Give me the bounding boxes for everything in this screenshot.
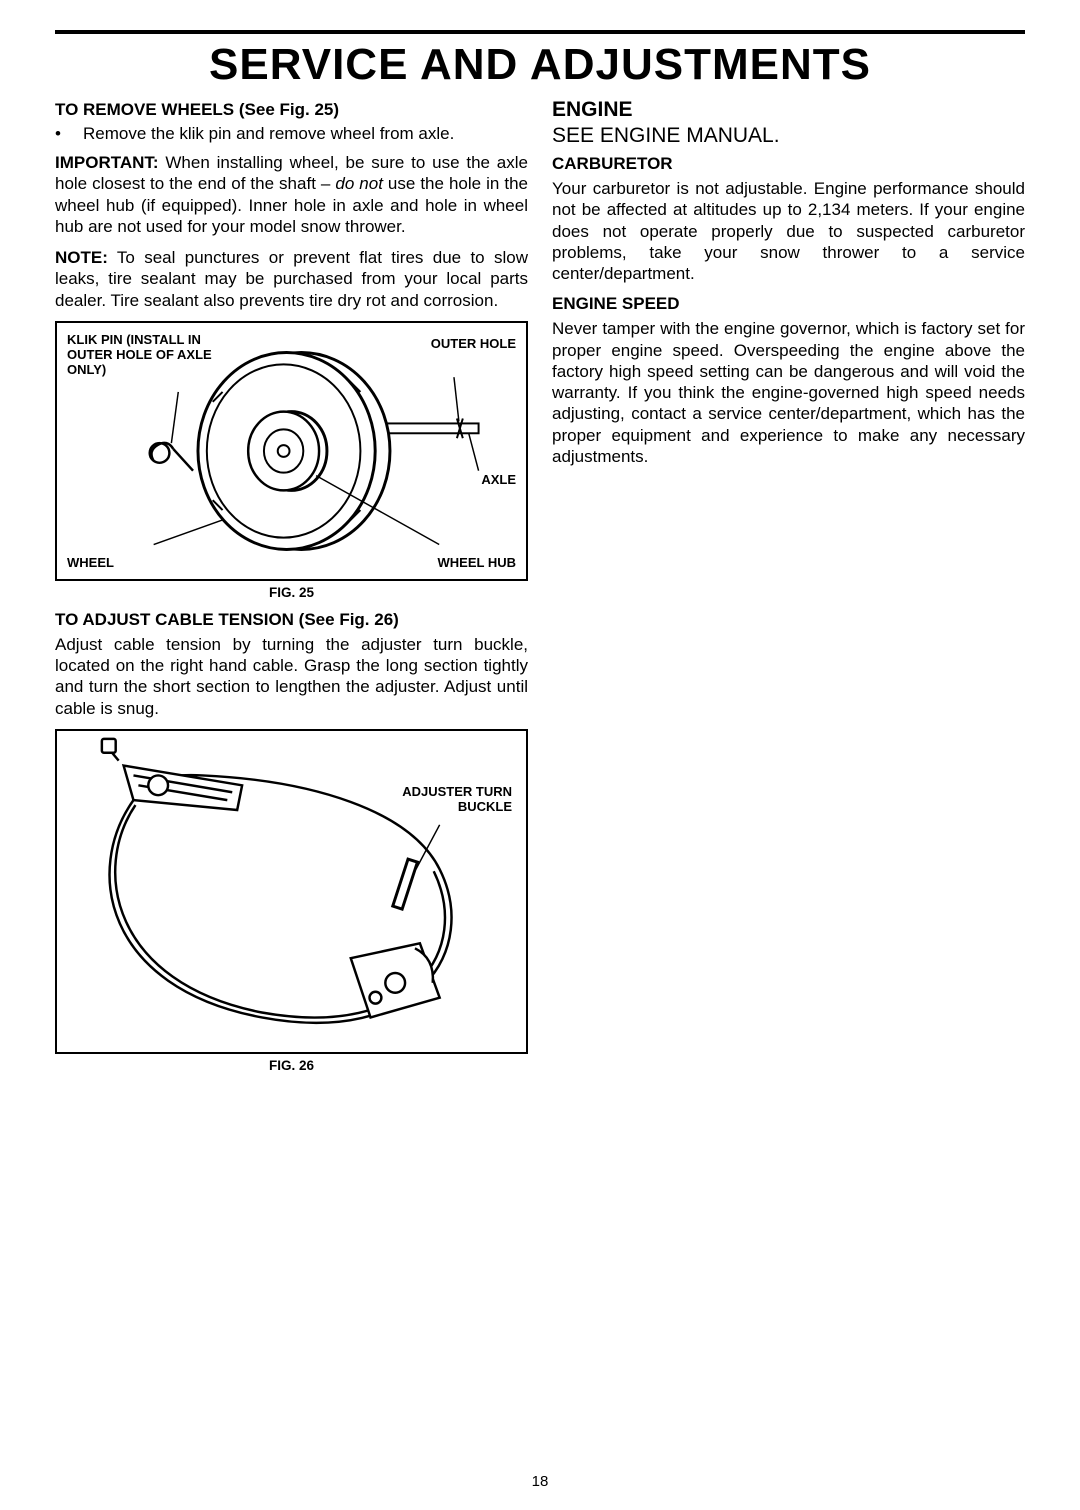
callout-outer-hole: OUTER HOLE	[431, 337, 516, 352]
top-rule	[55, 30, 1025, 34]
figure-25: KLIK PIN (INSTALL IN OUTER HOLE OF AXLE …	[55, 321, 528, 581]
important-paragraph: IMPORTANT: When installing wheel, be sur…	[55, 152, 528, 237]
note-text: To seal punctures or prevent flat tires …	[55, 248, 528, 310]
carburetor-text: Your carburetor is not adjustable. Engin…	[552, 178, 1025, 284]
figure-26: ADJUSTER TURN BUCKLE	[55, 729, 528, 1054]
page-title: SERVICE AND ADJUSTMENTS	[55, 40, 1025, 90]
engine-heading: ENGINE	[552, 98, 1025, 122]
remove-wheels-bullet: • Remove the klik pin and remove wheel f…	[55, 124, 528, 144]
engine-speed-heading: ENGINE SPEED	[552, 294, 1025, 314]
callout-wheel: WHEEL	[67, 556, 114, 571]
bullet-icon: •	[55, 124, 83, 144]
fig25-caption: FIG. 25	[55, 585, 528, 600]
cable-tension-heading: TO ADJUST CABLE TENSION (See Fig. 26)	[55, 610, 528, 630]
cable-tension-text: Adjust cable tension by turning the adju…	[55, 634, 528, 719]
figure-26-svg	[57, 731, 526, 1052]
note-paragraph: NOTE: To seal punctures or prevent flat …	[55, 247, 528, 311]
important-label: IMPORTANT:	[55, 153, 159, 172]
callout-klik-pin: KLIK PIN (INSTALL IN OUTER HOLE OF AXLE …	[67, 333, 227, 378]
left-column: TO REMOVE WHEELS (See Fig. 25) • Remove …	[55, 98, 528, 1083]
carburetor-heading: CARBURETOR	[552, 154, 1025, 174]
engine-speed-text: Never tamper with the engine governor, w…	[552, 318, 1025, 467]
page-number: 18	[55, 1473, 1025, 1490]
callout-wheel-hub: WHEEL HUB	[438, 556, 516, 571]
engine-subheading: SEE ENGINE MANUAL.	[552, 124, 1025, 148]
callout-adjuster: ADJUSTER TURN BUCKLE	[382, 785, 512, 815]
important-italic: do not	[335, 174, 383, 193]
content-columns: TO REMOVE WHEELS (See Fig. 25) • Remove …	[55, 98, 1025, 1083]
remove-wheels-heading: TO REMOVE WHEELS (See Fig. 25)	[55, 100, 528, 120]
fig26-caption: FIG. 26	[55, 1058, 528, 1073]
callout-axle: AXLE	[481, 473, 516, 488]
bullet-text: Remove the klik pin and remove wheel fro…	[83, 124, 454, 144]
note-label: NOTE:	[55, 248, 108, 267]
right-column: ENGINE SEE ENGINE MANUAL. CARBURETOR You…	[552, 98, 1025, 1083]
